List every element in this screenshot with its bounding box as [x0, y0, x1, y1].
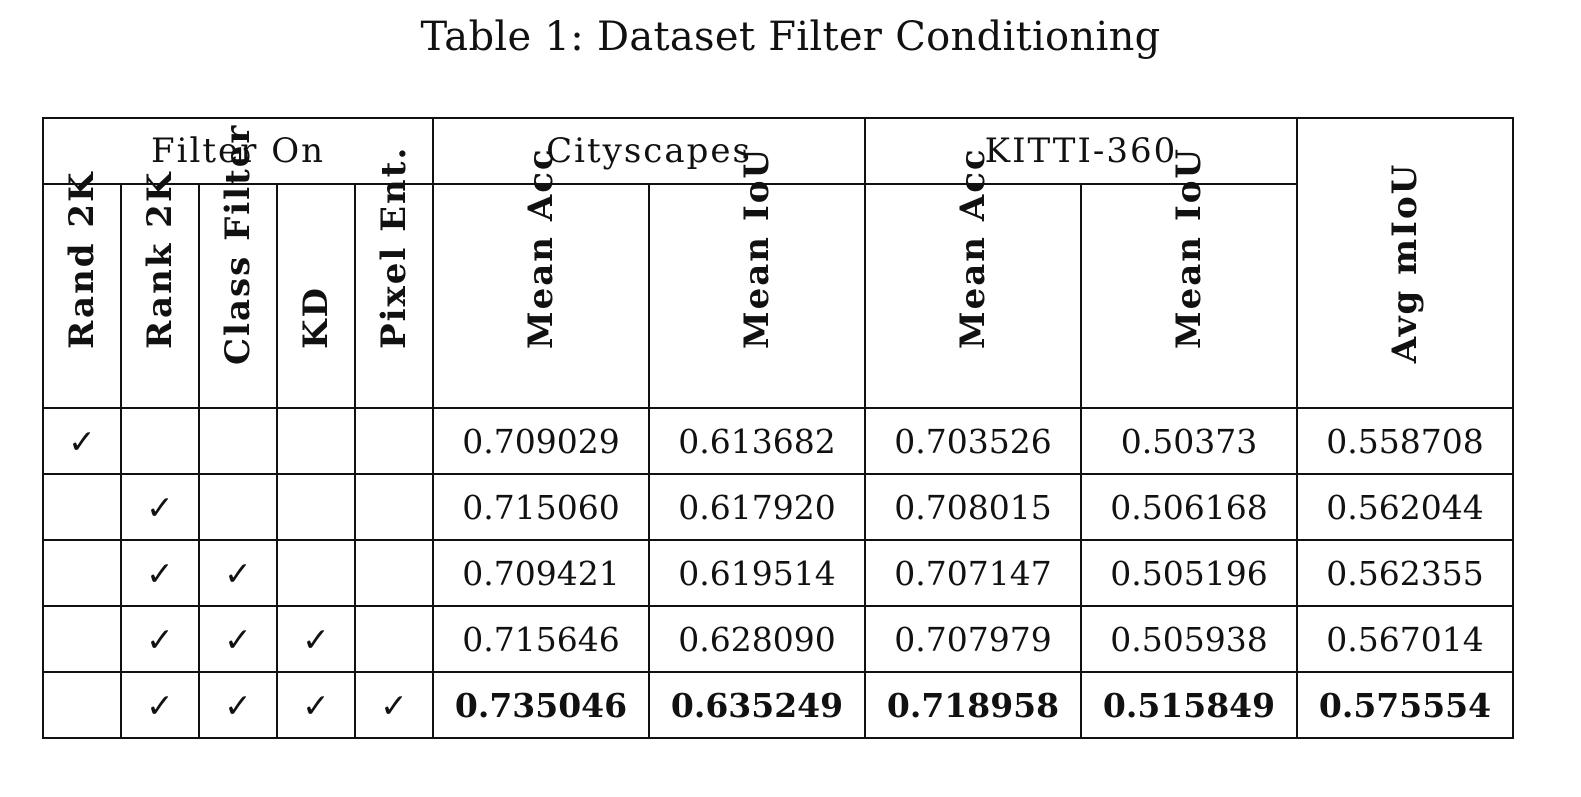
- filter-check-cell: ✓: [42, 407, 122, 475]
- value-cell: 0.567014: [1296, 605, 1514, 673]
- value-cell: 0.703526: [864, 407, 1082, 475]
- filter-label: Rank 2K: [140, 170, 180, 349]
- value-cell: 0.715060: [432, 473, 650, 541]
- metric-label: Mean IoU: [1169, 146, 1209, 349]
- filter-check-cell: ✓: [198, 671, 278, 739]
- metric-header-cs-iou: Mean IoU: [648, 147, 866, 409]
- table-row: ✓ 0.715060 0.617920 0.708015 0.506168 0.56204…: [42, 473, 1514, 541]
- filter-label: Pixel Ent.: [374, 145, 414, 349]
- filter-check-cell: [198, 473, 278, 541]
- filter-label: Rand 2K: [62, 170, 102, 349]
- value-cell: 0.718958: [864, 671, 1082, 739]
- value-cell: 0.562355: [1296, 539, 1514, 607]
- metric-header-cs-acc: Mean Acc: [432, 147, 650, 409]
- value-cell: 0.715646: [432, 605, 650, 673]
- filter-label: Class Filter: [218, 123, 258, 365]
- metric-label: Mean Acc: [953, 147, 993, 349]
- filter-check-cell: [276, 539, 356, 607]
- metric-label: Mean IoU: [737, 146, 777, 349]
- filter-check-cell: [120, 407, 200, 475]
- value-cell: 0.558708: [1296, 407, 1514, 475]
- avg-miou-header: Avg mIoU: [1296, 117, 1514, 409]
- table-row: ✓ ✓ ✓ 0.715646 0.628090 0.707979 0.505938 0.567…: [42, 605, 1514, 673]
- filter-check-cell: ✓: [276, 605, 356, 673]
- value-cell: 0.735046: [432, 671, 650, 739]
- filter-on-header: Filter On: [42, 117, 434, 185]
- filter-check-cell: [42, 473, 122, 541]
- value-cell: 0.709421: [432, 539, 650, 607]
- avg-miou-label: Avg mIoU: [1385, 162, 1425, 364]
- value-cell: 0.505938: [1080, 605, 1298, 673]
- value-cell: 0.562044: [1296, 473, 1514, 541]
- filter-check-cell: [42, 605, 122, 673]
- value-cell: 0.505196: [1080, 539, 1298, 607]
- results-table: Filter On Cityscapes KITTI-360 Avg mIoU …: [42, 117, 1514, 739]
- filter-check-cell: ✓: [198, 605, 278, 673]
- value-cell: 0.613682: [648, 407, 866, 475]
- filter-header-rank-2k: Rank 2K: [120, 171, 200, 409]
- table-row: ✓ ✓ 0.709421 0.619514 0.707147 0.505196 0.5623…: [42, 539, 1514, 607]
- filter-header-rand-2k: Rand 2K: [42, 170, 122, 409]
- value-cell: 0.506168: [1080, 473, 1298, 541]
- filter-check-cell: ✓: [354, 671, 434, 739]
- filter-check-cell: [354, 605, 434, 673]
- value-cell: 0.708015: [864, 473, 1082, 541]
- filter-check-cell: ✓: [198, 539, 278, 607]
- kitti-header: KITTI-360: [864, 117, 1298, 185]
- filter-check-cell: [354, 473, 434, 541]
- value-cell: 0.709029: [432, 407, 650, 475]
- value-cell: 0.628090: [648, 605, 866, 673]
- filter-check-cell: [42, 539, 122, 607]
- table-caption: Table 1: Dataset Filter Conditioning: [420, 14, 1161, 60]
- metric-header-kitti-acc: Mean Acc: [864, 147, 1082, 409]
- value-cell: 0.50373: [1080, 407, 1298, 475]
- value-cell: 0.617920: [648, 473, 866, 541]
- filter-check-cell: ✓: [276, 671, 356, 739]
- cityscapes-header: Cityscapes: [432, 117, 866, 185]
- filter-check-cell: ✓: [120, 671, 200, 739]
- metric-header-kitti-iou: Mean IoU: [1080, 147, 1298, 409]
- filter-check-cell: [276, 407, 356, 475]
- table-row: ✓ 0.709029 0.613682 0.703526 0.50373 0.558708: [42, 407, 1514, 475]
- filter-header-kd: KD: [276, 183, 356, 409]
- filter-header-class-filter: Class Filter: [198, 124, 278, 409]
- filter-check-cell: ✓: [120, 539, 200, 607]
- filter-check-cell: [42, 671, 122, 739]
- filter-label: KD: [296, 285, 336, 349]
- filter-check-cell: ✓: [120, 605, 200, 673]
- filter-check-cell: [354, 407, 434, 475]
- value-cell: 0.707147: [864, 539, 1082, 607]
- table-row: ✓ ✓ ✓ ✓ 0.735046 0.635249 0.718958 0.515849 0.57…: [42, 671, 1514, 739]
- value-cell: 0.575554: [1296, 671, 1514, 739]
- value-cell: 0.635249: [648, 671, 866, 739]
- filter-check-cell: [276, 473, 356, 541]
- value-cell: 0.707979: [864, 605, 1082, 673]
- filter-check-cell: [198, 407, 278, 475]
- value-cell: 0.619514: [648, 539, 866, 607]
- metric-label: Mean Acc: [521, 147, 561, 349]
- filter-check-cell: ✓: [120, 473, 200, 541]
- filter-check-cell: [354, 539, 434, 607]
- filter-header-pixel-ent: Pixel Ent.: [354, 146, 434, 409]
- value-cell: 0.515849: [1080, 671, 1298, 739]
